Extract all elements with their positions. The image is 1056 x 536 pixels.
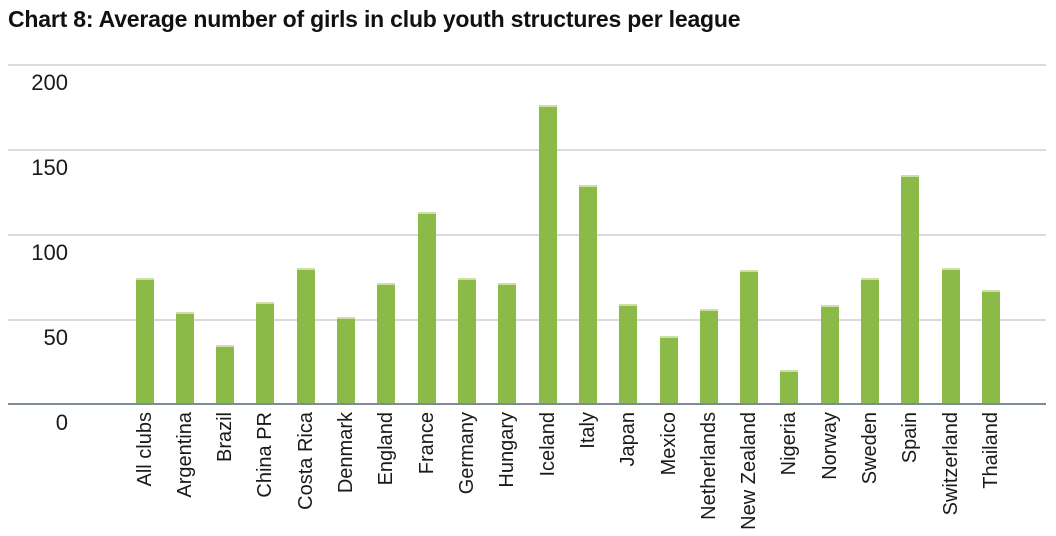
gridline-200 bbox=[8, 64, 1046, 66]
x-tick-label-mexico: Mexico bbox=[657, 412, 680, 476]
bar-italy bbox=[578, 184, 597, 404]
bar-mexico bbox=[659, 336, 678, 404]
bar-brazil bbox=[216, 344, 235, 404]
y-tick-label-0: 0 bbox=[55, 410, 68, 435]
bar-nigeria bbox=[780, 370, 799, 404]
bar-spain bbox=[901, 174, 920, 404]
chart-title: Chart 8: Average number of girls in club… bbox=[8, 6, 741, 32]
x-tick-label-hungary: Hungary bbox=[496, 412, 519, 488]
bar-norway bbox=[820, 305, 839, 404]
gridline-50 bbox=[8, 319, 1046, 321]
bar-all-clubs bbox=[135, 278, 154, 404]
bar-japan bbox=[619, 303, 638, 404]
bar-iceland bbox=[538, 104, 557, 404]
y-tick-label-200: 200 bbox=[31, 70, 68, 95]
x-tick-label-china-pr: China PR bbox=[254, 412, 277, 498]
bar-argentina bbox=[175, 312, 194, 404]
x-tick-label-brazil: Brazil bbox=[214, 412, 237, 463]
x-tick-label-italy: Italy bbox=[576, 412, 599, 449]
gridline-150 bbox=[8, 149, 1046, 151]
x-tick-label-iceland: Iceland bbox=[536, 412, 559, 477]
bar-sweden bbox=[861, 278, 880, 404]
bar-hungary bbox=[498, 283, 517, 404]
x-tick-label-new-zealand: New Zealand bbox=[738, 412, 761, 530]
x-tick-label-norway: Norway bbox=[818, 412, 841, 480]
bar-china-pr bbox=[256, 302, 275, 404]
bar-netherlands bbox=[699, 308, 718, 404]
x-tick-label-england: England bbox=[375, 412, 398, 486]
bar-costa-rica bbox=[296, 268, 315, 404]
x-tick-label-all-clubs: All clubs bbox=[133, 412, 156, 487]
x-tick-label-costa-rica: Costa Rica bbox=[294, 412, 317, 510]
y-tick-label-150: 150 bbox=[31, 155, 68, 180]
bar-france bbox=[417, 211, 436, 404]
bar-denmark bbox=[337, 317, 356, 404]
x-tick-label-spain: Spain bbox=[899, 412, 922, 464]
x-tick-label-japan: Japan bbox=[617, 412, 640, 467]
bar-switzerland bbox=[941, 268, 960, 404]
x-tick-label-argentina: Argentina bbox=[173, 412, 196, 498]
x-tick-label-nigeria: Nigeria bbox=[778, 412, 801, 476]
bar-thailand bbox=[982, 290, 1000, 404]
x-tick-label-switzerland: Switzerland bbox=[939, 412, 962, 516]
y-tick-label-50: 50 bbox=[43, 325, 68, 350]
y-tick-label-100: 100 bbox=[31, 240, 68, 265]
x-axis-line bbox=[8, 403, 1046, 405]
gridline-100 bbox=[8, 234, 1046, 236]
x-tick-label-sweden: Sweden bbox=[859, 412, 882, 485]
bar-england bbox=[377, 283, 396, 404]
x-tick-label-netherlands: Netherlands bbox=[697, 412, 720, 520]
x-tick-label-france: France bbox=[415, 412, 438, 475]
x-tick-label-denmark: Denmark bbox=[335, 412, 358, 494]
x-tick-label-thailand: Thailand bbox=[980, 412, 1002, 489]
bar-germany bbox=[457, 278, 476, 404]
bar-new-zealand bbox=[740, 269, 759, 404]
x-tick-label-germany: Germany bbox=[455, 412, 478, 495]
plot-area: 0 50 100 150 200 All clubs Argentina Brazil Chi… bbox=[8, 64, 1046, 530]
